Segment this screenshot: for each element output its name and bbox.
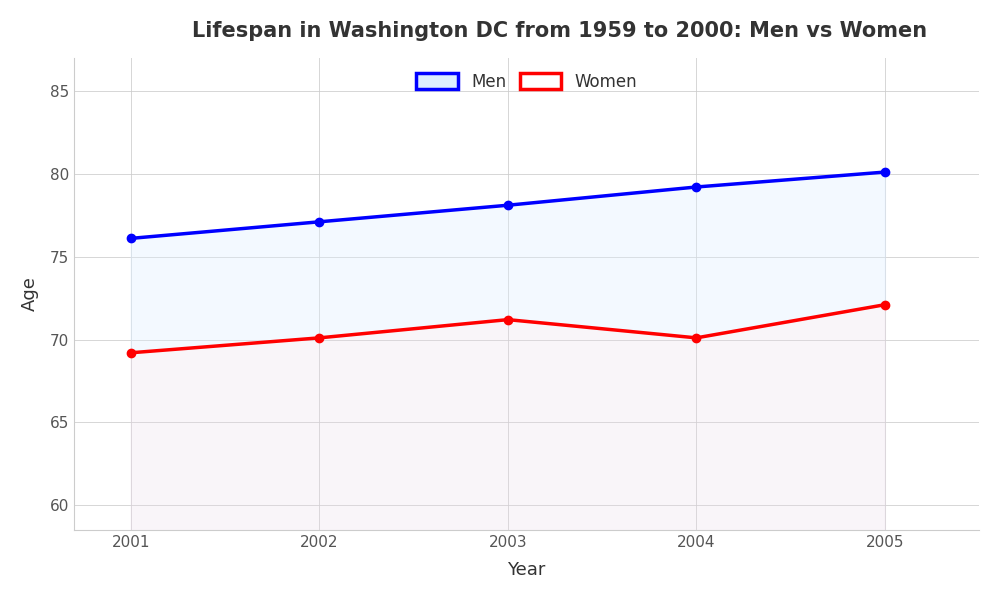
Y-axis label: Age: Age <box>21 277 39 311</box>
Text: Lifespan in Washington DC from 1959 to 2000: Men vs Women: Lifespan in Washington DC from 1959 to 2… <box>192 21 927 41</box>
Legend: Men, Women: Men, Women <box>409 66 644 97</box>
X-axis label: Year: Year <box>507 561 546 579</box>
